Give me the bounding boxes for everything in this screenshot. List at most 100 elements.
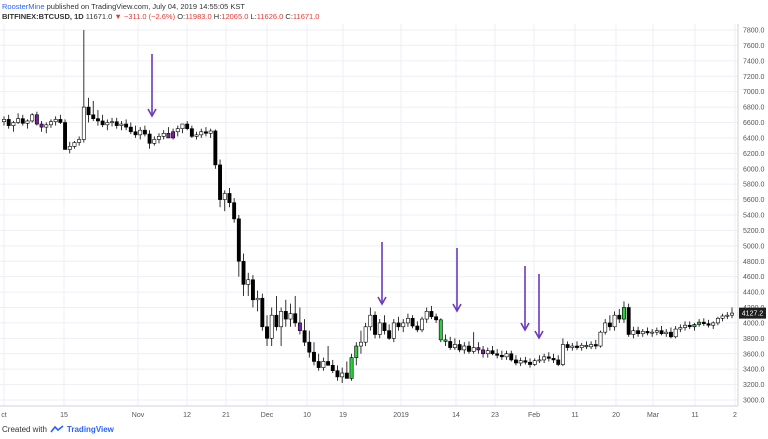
candle-body	[147, 133, 152, 144]
candle	[44, 122, 49, 134]
candle	[25, 119, 30, 129]
footer-brand[interactable]: TradingView	[66, 425, 114, 434]
candle	[476, 342, 481, 354]
candle	[603, 319, 608, 335]
candle	[307, 330, 312, 358]
candle-body	[128, 126, 133, 133]
price-tick-label: 7600.0	[743, 43, 765, 50]
candle	[95, 110, 100, 126]
candle	[368, 307, 373, 331]
candle-body	[312, 351, 316, 362]
candle-body	[434, 316, 439, 321]
candle-body	[560, 344, 565, 365]
candle	[124, 119, 129, 131]
candle-body	[401, 322, 406, 328]
candle-body	[659, 330, 664, 335]
high-value: 12065.0	[221, 12, 249, 21]
time-axis[interactable]: ct 15 Nov 12 21 Dec 10 19 2019 14 23 Feb 11 20 Mar 11 2	[1, 412, 737, 419]
candle	[166, 127, 171, 139]
candle-body	[100, 120, 105, 126]
candle-body	[499, 354, 504, 358]
candle-body	[227, 193, 232, 203]
candle	[161, 130, 166, 140]
candle	[495, 349, 500, 359]
price-axis[interactable]: 3000.03200.03400.03600.03800.04000.04200…	[743, 28, 765, 405]
price-change: −311.0 (−2.6%)	[123, 12, 176, 21]
candle	[283, 299, 288, 327]
candle-body	[260, 297, 265, 328]
candle-body	[204, 131, 208, 134]
candle-body	[297, 322, 302, 331]
time-tick-label: 20	[612, 412, 620, 419]
candle	[194, 131, 199, 140]
candle	[452, 338, 457, 350]
candle	[636, 326, 641, 337]
candle-body	[340, 372, 345, 378]
candle-body	[673, 328, 678, 338]
candle	[457, 339, 462, 353]
candle-body	[462, 345, 467, 351]
candle-body	[448, 341, 453, 348]
candle	[410, 315, 415, 329]
candle	[711, 321, 716, 330]
candle-body	[537, 359, 542, 362]
candle-body	[495, 353, 500, 356]
candle	[715, 316, 720, 326]
candle	[6, 114, 11, 129]
close-value: 11671.0	[292, 12, 320, 21]
candle	[49, 119, 53, 128]
candle-body	[485, 350, 490, 355]
candle	[297, 307, 302, 335]
candle-body	[509, 353, 514, 361]
candle-body	[359, 341, 363, 347]
candle	[340, 367, 345, 384]
time-tick-label: Dec	[261, 412, 274, 419]
candle-body	[279, 311, 284, 328]
candle	[222, 190, 227, 212]
candle-body	[255, 297, 260, 301]
candle	[16, 113, 21, 125]
candle-body	[321, 361, 326, 368]
candle-body	[607, 322, 612, 328]
candle	[565, 341, 570, 351]
candle	[255, 290, 260, 312]
candle-body	[457, 344, 462, 351]
candle	[330, 359, 335, 374]
candle-body	[250, 279, 255, 301]
candle-body	[185, 123, 190, 129]
candle	[504, 350, 509, 360]
candle	[250, 275, 255, 308]
time-tick-label: 10	[303, 412, 311, 419]
candle-body	[53, 119, 58, 123]
candle-body	[579, 344, 584, 348]
candle-body	[142, 129, 147, 135]
candle-body	[396, 322, 401, 328]
candle	[622, 301, 626, 323]
price-tick-label: 4400.0	[743, 290, 765, 297]
candle-body	[443, 339, 448, 342]
candle-body	[6, 119, 11, 126]
price-tick-label: 7400.0	[743, 58, 765, 65]
candle-body	[612, 314, 617, 328]
candle	[213, 129, 218, 169]
candle-body	[429, 311, 434, 318]
price-tick-label: 5800.0	[743, 182, 765, 189]
price-tick-label: 7800.0	[743, 28, 765, 35]
candle-body	[180, 123, 185, 129]
candle	[138, 127, 143, 140]
candle-body	[133, 131, 138, 136]
candle	[321, 357, 326, 371]
price-tick-label: 3800.0	[743, 336, 765, 343]
candle-body	[730, 312, 734, 316]
candle	[77, 136, 82, 146]
time-tick-label: 12	[183, 412, 191, 419]
candle-body	[467, 345, 471, 352]
arrow-head	[377, 296, 387, 306]
candle	[551, 353, 556, 363]
author-link[interactable]: RoosterMine	[2, 2, 45, 11]
candle	[607, 315, 612, 331]
candle	[542, 353, 547, 363]
candle	[236, 215, 241, 277]
candle-body	[20, 118, 25, 124]
